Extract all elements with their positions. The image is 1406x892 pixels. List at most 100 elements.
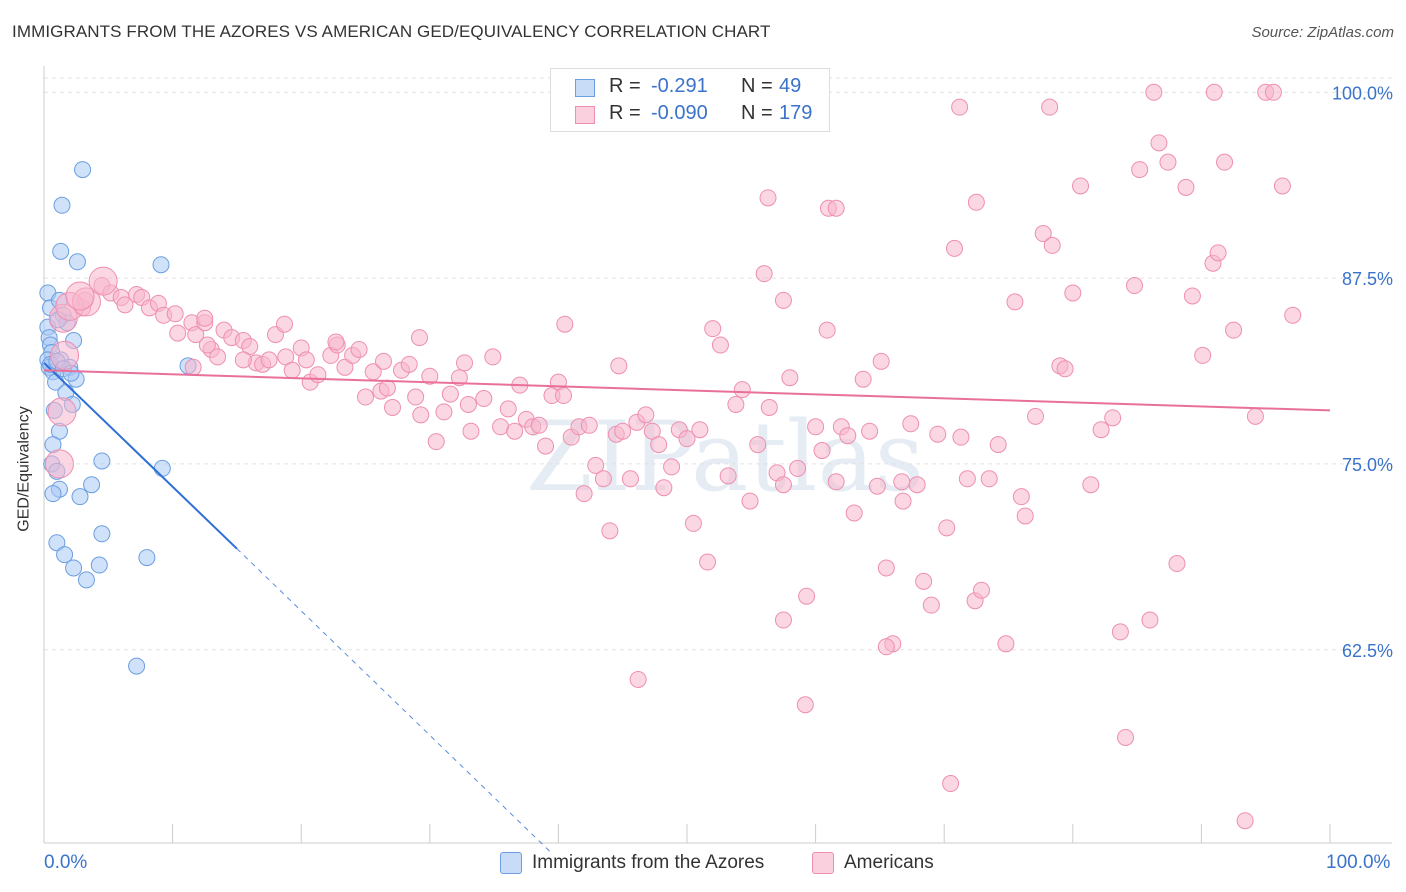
point-americans: [663, 458, 681, 476]
point-azores: [44, 485, 62, 503]
point-americans: [845, 504, 863, 522]
bottom-legend-label-americans: Americans: [844, 852, 934, 873]
point-americans: [1043, 236, 1061, 254]
point-americans: [184, 358, 202, 376]
point-americans: [499, 400, 517, 418]
point-americans: [861, 422, 879, 440]
bottom-legend-swatch-americans: [812, 852, 834, 874]
point-azores: [128, 657, 146, 675]
point-americans: [44, 449, 74, 479]
point-americans: [166, 305, 184, 323]
point-azores: [93, 525, 111, 543]
legend-r-label: R =: [609, 75, 641, 97]
point-americans: [650, 436, 668, 454]
source-label: Source: ZipAtlas.com: [1251, 24, 1394, 41]
point-americans: [629, 670, 647, 688]
point-americans: [877, 638, 895, 656]
point-americans: [1092, 421, 1110, 439]
point-americans: [902, 415, 920, 433]
point-americans: [556, 315, 574, 333]
point-americans: [1072, 177, 1090, 195]
point-americans: [427, 433, 445, 451]
point-americans: [1150, 134, 1168, 152]
point-americans: [1131, 161, 1149, 179]
point-americans: [1056, 360, 1074, 378]
point-americans: [699, 553, 717, 571]
point-americans: [1236, 812, 1254, 830]
point-americans: [169, 324, 187, 342]
point-azores: [65, 559, 83, 577]
point-americans: [1082, 476, 1100, 494]
point-americans: [952, 428, 970, 446]
point-americans: [1168, 555, 1186, 573]
point-americans: [537, 437, 555, 455]
legend-r-value: -0.291: [651, 75, 708, 97]
point-americans: [275, 315, 293, 333]
point-americans: [412, 406, 430, 424]
point-americans: [872, 352, 890, 370]
point-americans: [774, 476, 792, 494]
point-americans: [1111, 623, 1129, 641]
point-americans: [774, 291, 792, 309]
point-americans: [456, 354, 474, 372]
point-azores: [56, 546, 74, 564]
point-americans: [1205, 83, 1223, 101]
point-americans: [929, 425, 947, 443]
point-americans: [411, 329, 429, 347]
point-americans: [530, 416, 548, 434]
point-americans: [807, 418, 825, 436]
point-americans: [967, 193, 985, 211]
point-americans: [1273, 177, 1291, 195]
point-americans: [1034, 225, 1052, 243]
point-americans: [209, 348, 227, 366]
legend-r-label: R =: [609, 102, 641, 124]
correlation-legend: R = -0.291 N = 49 R = -0.090 N = 179: [550, 68, 830, 132]
point-americans: [196, 309, 214, 327]
point-americans: [88, 266, 118, 296]
point-americans: [1177, 178, 1195, 196]
point-americans: [818, 321, 836, 339]
point-azores: [48, 534, 66, 552]
trend-line-americans: [43, 369, 1331, 412]
point-azores: [153, 459, 171, 477]
point-azores: [93, 452, 111, 470]
point-americans: [796, 696, 814, 714]
point-americans: [378, 379, 396, 397]
point-azores: [52, 242, 70, 260]
legend-n-value: 179: [779, 102, 813, 124]
point-americans: [755, 265, 773, 283]
point-americans: [555, 387, 573, 405]
point-americans: [1064, 284, 1082, 302]
point-americans: [384, 398, 402, 416]
point-americans: [1145, 83, 1163, 101]
point-americans: [441, 385, 459, 403]
point-americans: [601, 522, 619, 540]
point-americans: [187, 326, 205, 344]
point-americans: [421, 367, 439, 385]
point-americans: [594, 470, 612, 488]
legend-swatch-azores: [575, 79, 595, 97]
point-americans: [1141, 611, 1159, 629]
point-americans: [309, 366, 327, 384]
point-americans: [47, 397, 77, 427]
point-azores: [138, 549, 156, 567]
chart-title: IMMIGRANTS FROM THE AZORES VS AMERICAN G…: [12, 22, 771, 41]
point-americans: [1264, 83, 1282, 101]
point-americans: [621, 470, 639, 488]
point-americans: [813, 442, 831, 460]
point-americans: [719, 467, 737, 485]
point-americans: [587, 456, 605, 474]
point-americans: [827, 473, 845, 491]
y-tick-label: 75.0%: [1342, 455, 1393, 475]
point-americans: [839, 427, 857, 445]
point-americans: [327, 333, 345, 351]
point-americans: [733, 381, 751, 399]
point-americans: [980, 470, 998, 488]
point-americans: [989, 436, 1007, 454]
point-americans: [610, 357, 628, 375]
point-americans: [1216, 153, 1234, 171]
point-americans: [1104, 409, 1122, 427]
point-americans: [781, 369, 799, 387]
point-americans: [749, 436, 767, 454]
point-americans: [942, 775, 960, 793]
